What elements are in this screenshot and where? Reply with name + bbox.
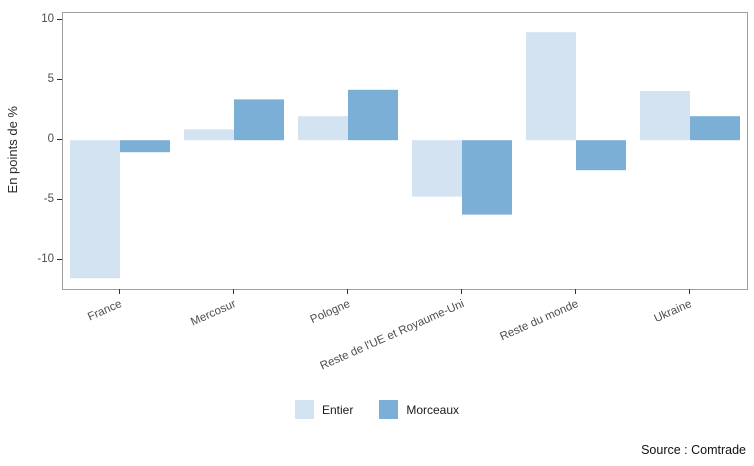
bar-morceaux-5 [690, 116, 740, 141]
source-note: Source : Comtrade [641, 443, 746, 457]
y-tick-mark [57, 139, 62, 141]
bar-entier-4 [526, 32, 576, 141]
x-tick-label: Ukraine [652, 298, 694, 326]
x-tick-label: Pologne [308, 298, 352, 327]
legend-label-entier: Entier [321, 402, 354, 417]
legend-item-entier: Entier [294, 400, 354, 419]
y-tick-mark [57, 19, 62, 21]
x-tick-mark [575, 289, 576, 294]
bars-canvas [70, 32, 740, 279]
legend-swatch-morceaux [379, 400, 399, 419]
x-tick-mark [119, 289, 120, 294]
y-tick-mark [57, 79, 62, 81]
x-tick-mark [461, 289, 462, 294]
y-axis-label: En points de % [4, 106, 20, 194]
x-tick-label: France [86, 298, 124, 324]
bar-morceaux-2 [348, 89, 398, 141]
bar-morceaux-4 [576, 140, 626, 171]
x-tick-mark [347, 289, 348, 294]
y-tick-label: 5 [47, 73, 54, 86]
x-tick-label: Reste du monde [497, 298, 580, 344]
bar-entier-1 [184, 129, 234, 141]
bar-morceaux-1 [234, 99, 284, 141]
bar-morceaux-0 [120, 140, 170, 153]
legend-item-morceaux: Morceaux [379, 400, 459, 419]
legend-swatch-entier [294, 400, 314, 419]
bar-entier-2 [298, 116, 348, 141]
bar-morceaux-3 [462, 140, 512, 215]
y-tick-label: -5 [43, 193, 54, 206]
bar-entier-0 [70, 140, 120, 279]
y-tick-label: 0 [47, 133, 54, 146]
legend-label-morceaux: Morceaux [406, 402, 460, 417]
bar-entier-5 [640, 91, 690, 141]
y-tick-label: 10 [41, 13, 54, 26]
plot-panel [62, 12, 748, 290]
y-tick-label: -10 [37, 253, 54, 266]
bar-entier-3 [412, 140, 462, 197]
x-tick-mark [233, 289, 234, 294]
y-axis-title-box: En points de % [2, 12, 22, 288]
y-tick-mark [57, 259, 62, 261]
x-tick-mark [689, 289, 690, 294]
x-tick-label: Mercosur [189, 298, 238, 329]
legend: Entier Morceaux [0, 400, 754, 419]
y-tick-mark [57, 199, 62, 201]
